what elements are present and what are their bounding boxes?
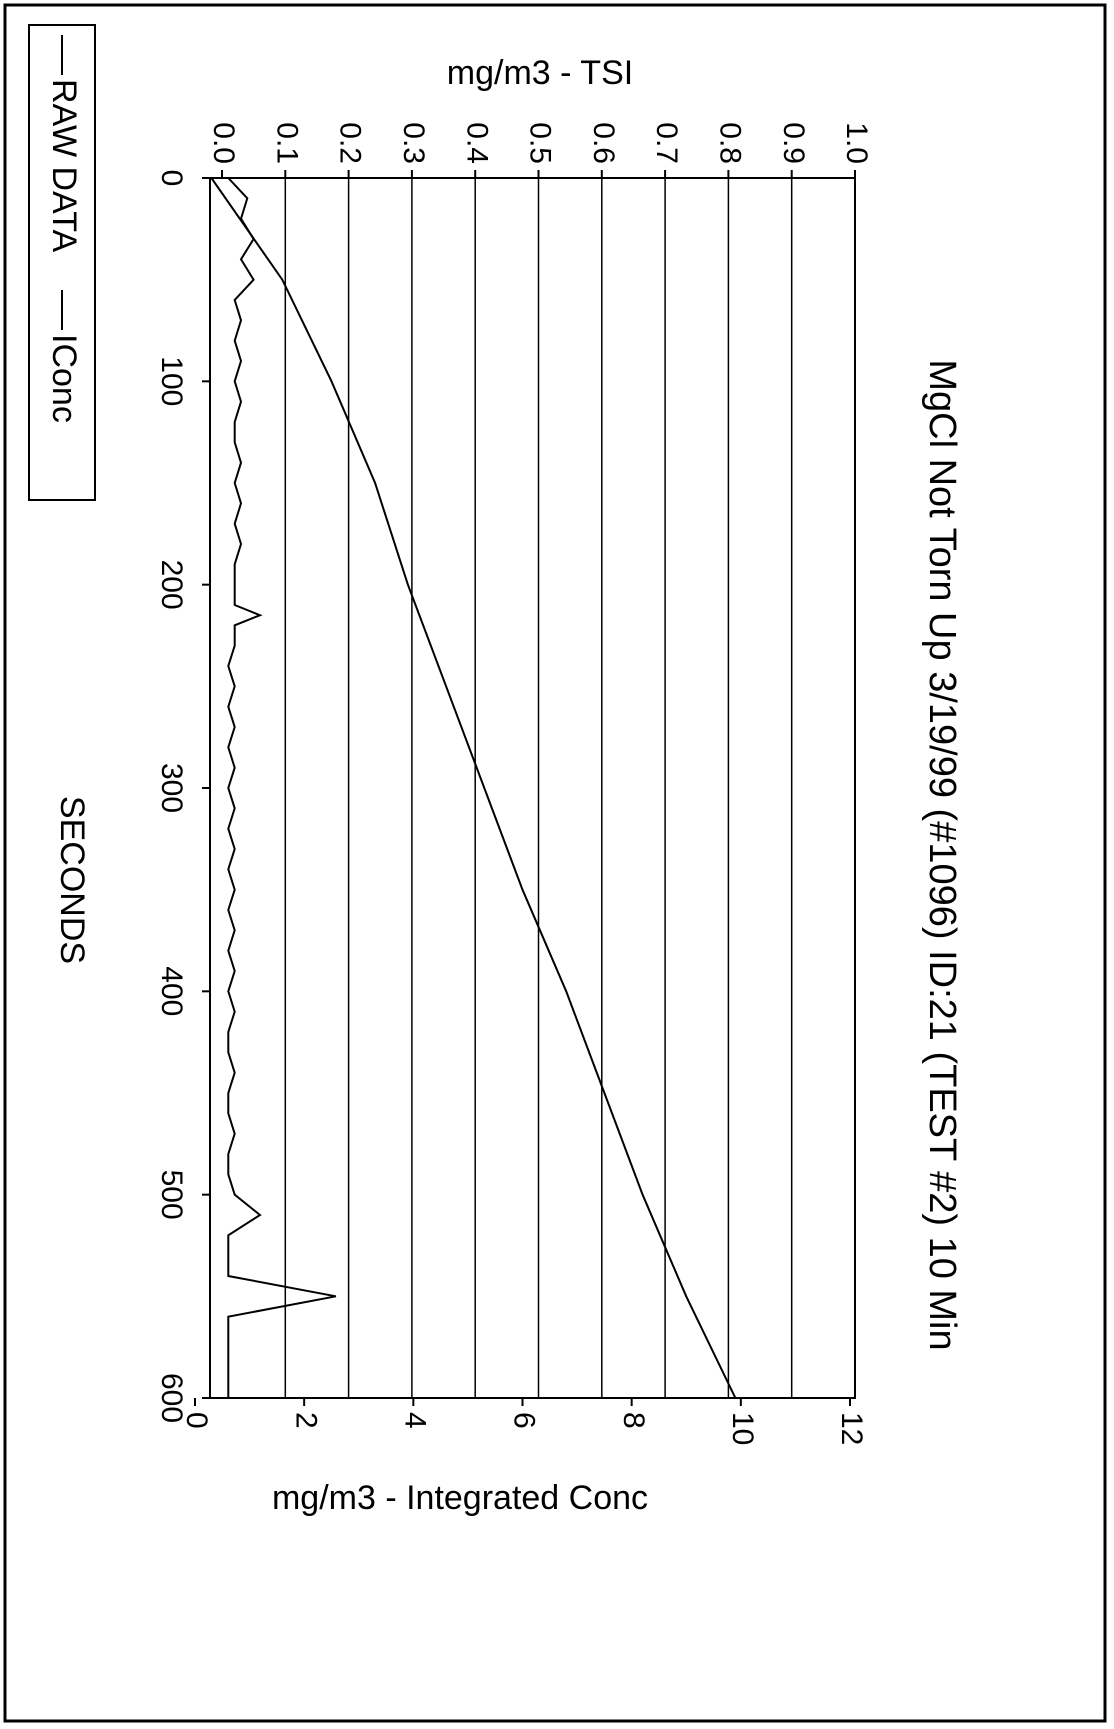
data-line	[210, 177, 737, 1399]
y2-tick-label: 4	[398, 1412, 431, 1429]
x-axis-label: SECONDS	[53, 796, 91, 964]
x-tick-label: 300	[155, 763, 188, 813]
y2-axis-label: mg/m3 - Integrated Conc	[272, 1479, 648, 1517]
chart-title: MgCl Not Torn Up 3/19/99 (#1096) ID:21 (…	[921, 359, 963, 1350]
chart: MgCl Not Torn Up 3/19/99 (#1096) ID:21 (…	[28, 24, 963, 1517]
y-tick-label: 0.2	[334, 122, 367, 164]
y-tick-label: 0.7	[650, 122, 683, 164]
y-tick-label: 0.5	[524, 122, 557, 164]
x-tick-label: 400	[155, 966, 188, 1016]
x-tick-label: 200	[155, 560, 188, 610]
y-tick-label: 0.4	[460, 122, 493, 164]
y2-tick-label: 12	[835, 1412, 868, 1445]
y2-tick-label: 10	[726, 1412, 759, 1445]
data-line	[227, 177, 337, 1398]
y-tick-label: 0.0	[207, 122, 240, 164]
y-tick-label: 0.9	[777, 122, 810, 164]
y-tick-label: 0.1	[270, 122, 303, 164]
y-tick-label: 0.8	[713, 122, 746, 164]
y2-tick-label: 0	[180, 1412, 213, 1429]
y-tick-label: 0.6	[587, 122, 620, 164]
x-tick-label: 500	[155, 1170, 188, 1220]
x-tick-label: 600	[155, 1373, 188, 1423]
y-tick-label: 1.0	[840, 122, 873, 164]
y-axis-label: mg/m3 - TSI	[447, 54, 633, 92]
x-tick-label: 0	[155, 170, 188, 187]
legend	[28, 24, 96, 501]
legend-label: IConc	[45, 334, 83, 423]
y2-tick-label: 6	[508, 1412, 541, 1429]
plot-frame	[209, 177, 856, 1399]
y2-tick-label: 8	[617, 1412, 650, 1429]
y2-tick-label: 2	[289, 1412, 322, 1429]
legend-label: RAW DATA	[45, 79, 83, 252]
x-tick-label: 100	[155, 356, 188, 406]
y-tick-label: 0.3	[397, 122, 430, 164]
page-border	[3, 3, 1107, 1723]
